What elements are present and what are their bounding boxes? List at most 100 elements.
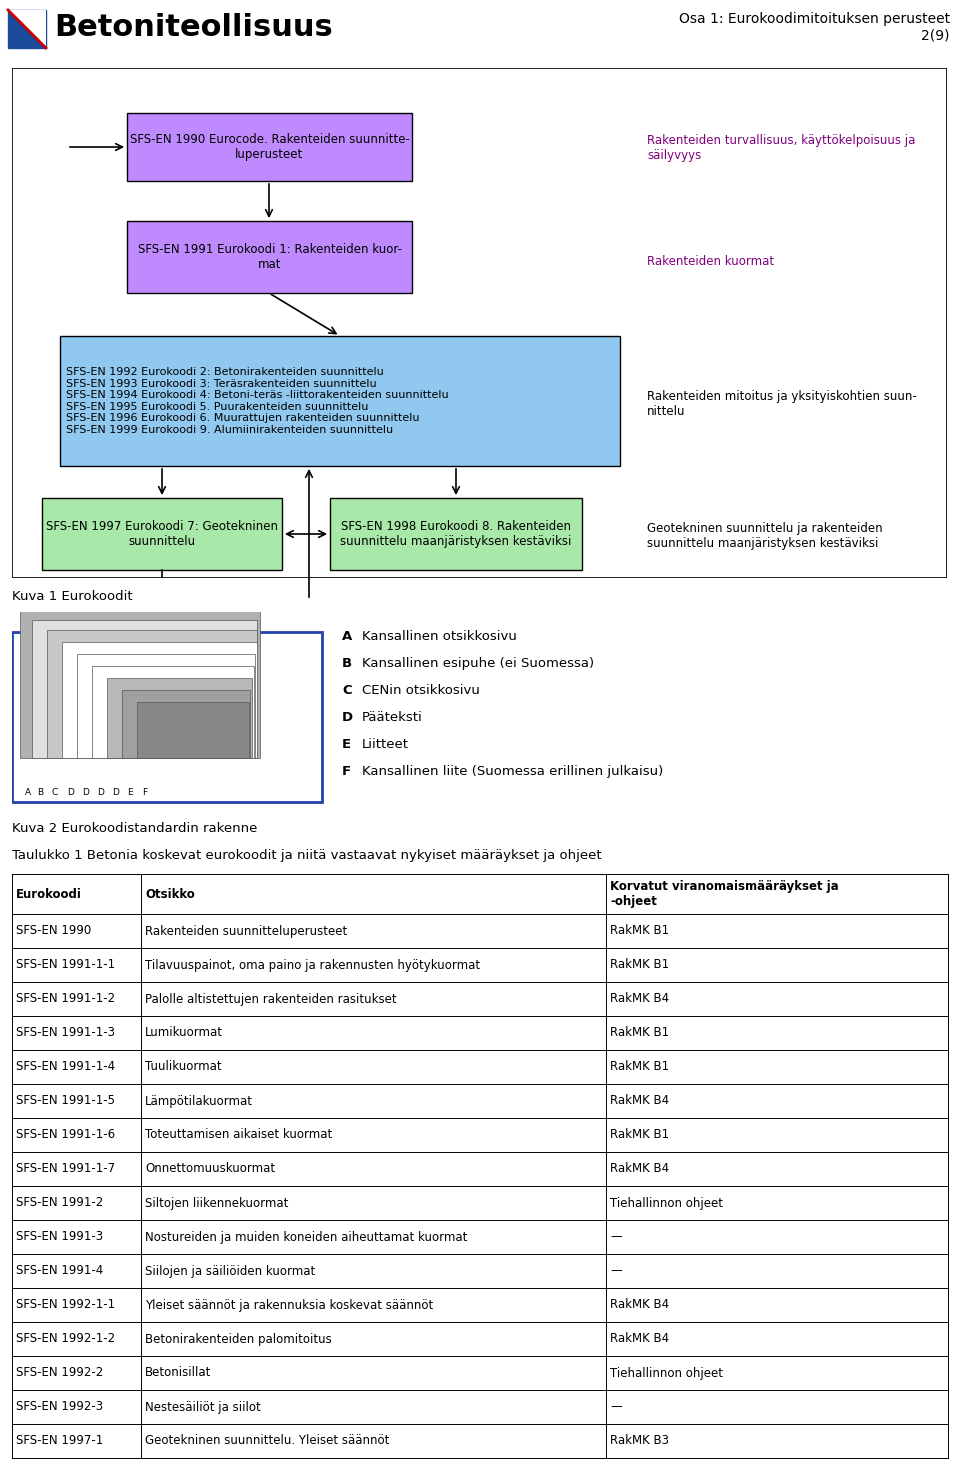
Text: SFS-EN 1991-4: SFS-EN 1991-4 <box>16 1265 104 1278</box>
Text: SFS-EN 1991-1-6: SFS-EN 1991-1-6 <box>16 1128 115 1141</box>
Text: —: — <box>611 1230 622 1243</box>
Bar <box>127 220 412 293</box>
Bar <box>92 665 254 759</box>
Text: Otsikko: Otsikko <box>145 887 195 900</box>
Bar <box>32 620 257 759</box>
Bar <box>12 632 322 802</box>
Text: RakMK B4: RakMK B4 <box>611 1299 669 1312</box>
Text: Tuulikuormat: Tuulikuormat <box>145 1061 222 1074</box>
Bar <box>77 654 255 759</box>
Text: Pääteksti: Pääteksti <box>362 711 422 724</box>
Text: SFS-EN 1991-1-4: SFS-EN 1991-1-4 <box>16 1061 115 1074</box>
Text: Geotekninen suunnittelu. Yleiset säännöt: Geotekninen suunnittelu. Yleiset säännöt <box>145 1434 390 1447</box>
Polygon shape <box>8 10 46 48</box>
Text: Palolle altistettujen rakenteiden rasitukset: Palolle altistettujen rakenteiden rasitu… <box>145 992 396 1005</box>
Text: B: B <box>342 657 352 670</box>
Text: SFS-EN 1991-2: SFS-EN 1991-2 <box>16 1196 104 1210</box>
Text: E: E <box>127 788 132 797</box>
Text: Taulukko 1 Betonia koskevat eurokoodit ja niitä vastaavat nykyiset määräykset ja: Taulukko 1 Betonia koskevat eurokoodit j… <box>12 849 602 862</box>
Bar <box>8 10 46 48</box>
Text: CENin otsikkosivu: CENin otsikkosivu <box>362 684 480 697</box>
Text: C: C <box>342 684 351 697</box>
Text: SFS-EN 1990 Eurocode. Rakenteiden suunnitte-
luperusteet: SFS-EN 1990 Eurocode. Rakenteiden suunni… <box>130 133 409 160</box>
Text: A: A <box>342 630 352 643</box>
Text: —: — <box>611 1265 622 1278</box>
Text: RakMK B4: RakMK B4 <box>611 1094 669 1107</box>
Text: Kuva 2 Eurokoodistandardin rakenne: Kuva 2 Eurokoodistandardin rakenne <box>12 821 257 835</box>
Bar <box>137 702 249 759</box>
Text: Siilojen ja säiliöiden kuormat: Siilojen ja säiliöiden kuormat <box>145 1265 316 1278</box>
Bar <box>330 498 582 570</box>
Text: Kansallinen otsikkosivu: Kansallinen otsikkosivu <box>362 630 516 643</box>
Bar <box>20 610 260 759</box>
Text: SFS-EN 1991-1-1: SFS-EN 1991-1-1 <box>16 959 115 972</box>
Text: SFS-EN 1992-3: SFS-EN 1992-3 <box>16 1401 103 1414</box>
Text: SFS-EN 1992-1-1: SFS-EN 1992-1-1 <box>16 1299 115 1312</box>
Text: SFS-EN 1992-1-2: SFS-EN 1992-1-2 <box>16 1332 115 1345</box>
Text: B: B <box>37 788 43 797</box>
Text: RakMK B1: RakMK B1 <box>611 925 669 938</box>
Text: RakMK B1: RakMK B1 <box>611 1061 669 1074</box>
Text: SFS-EN 1990: SFS-EN 1990 <box>16 925 91 938</box>
Text: Rakenteiden mitoitus ja yksityiskohtien suun-
nittelu: Rakenteiden mitoitus ja yksityiskohtien … <box>647 390 917 417</box>
Text: RakMK B1: RakMK B1 <box>611 959 669 972</box>
Text: SFS-EN 1998 Eurokoodi 8. Rakenteiden
suunnittelu maanjäristyksen kestäviksi: SFS-EN 1998 Eurokoodi 8. Rakenteiden suu… <box>340 519 572 549</box>
Text: Toteuttamisen aikaiset kuormat: Toteuttamisen aikaiset kuormat <box>145 1128 332 1141</box>
Text: Geotekninen suunnittelu ja rakenteiden
suunnittelu maanjäristyksen kestäviksi: Geotekninen suunnittelu ja rakenteiden s… <box>647 522 882 550</box>
Text: Tilavuuspainot, oma paino ja rakennusten hyötykuormat: Tilavuuspainot, oma paino ja rakennusten… <box>145 959 480 972</box>
Text: SFS-EN 1991-1-5: SFS-EN 1991-1-5 <box>16 1094 115 1107</box>
Text: D: D <box>97 788 104 797</box>
Text: SFS-EN 1991-1-3: SFS-EN 1991-1-3 <box>16 1027 115 1039</box>
Text: SFS-EN 1997 Eurokoodi 7: Geotekninen
suunnittelu: SFS-EN 1997 Eurokoodi 7: Geotekninen suu… <box>46 519 278 549</box>
Text: Nestesäiliöt ja siilot: Nestesäiliöt ja siilot <box>145 1401 261 1414</box>
Text: E: E <box>342 738 351 751</box>
Bar <box>122 690 250 759</box>
Text: Rakenteiden kuormat: Rakenteiden kuormat <box>647 254 774 267</box>
Text: D: D <box>82 788 89 797</box>
Text: RakMK B1: RakMK B1 <box>611 1027 669 1039</box>
Text: Siltojen liikennekuormat: Siltojen liikennekuormat <box>145 1196 289 1210</box>
Text: Onnettomuuskuormat: Onnettomuuskuormat <box>145 1163 276 1176</box>
Text: Nostureiden ja muiden koneiden aiheuttamat kuormat: Nostureiden ja muiden koneiden aiheuttam… <box>145 1230 468 1243</box>
Text: Eurokoodi: Eurokoodi <box>16 887 82 900</box>
Bar <box>42 498 282 570</box>
Text: RakMK B4: RakMK B4 <box>611 1332 669 1345</box>
Bar <box>60 336 620 465</box>
Text: SFS-EN 1991-3: SFS-EN 1991-3 <box>16 1230 103 1243</box>
Text: Lämpötilakuormat: Lämpötilakuormat <box>145 1094 253 1107</box>
Text: SFS-EN 1991-1-2: SFS-EN 1991-1-2 <box>16 992 115 1005</box>
Text: SFS-EN 1991 Eurokoodi 1: Rakenteiden kuor-
mat: SFS-EN 1991 Eurokoodi 1: Rakenteiden kuo… <box>137 244 401 271</box>
Text: —: — <box>611 1401 622 1414</box>
Text: Rakenteiden turvallisuus, käyttökelpoisuus ja
säilyvyys: Rakenteiden turvallisuus, käyttökelpoisu… <box>647 134 916 162</box>
Text: Tiehallinnon ohjeet: Tiehallinnon ohjeet <box>611 1367 724 1380</box>
Text: D: D <box>342 711 353 724</box>
Bar <box>62 642 257 759</box>
Text: Tiehallinnon ohjeet: Tiehallinnon ohjeet <box>611 1196 724 1210</box>
Text: RakMK B4: RakMK B4 <box>611 992 669 1005</box>
Text: F: F <box>342 765 351 778</box>
Bar <box>47 630 257 759</box>
Text: Osa 1: Eurokoodimitoituksen perusteet
2(9): Osa 1: Eurokoodimitoituksen perusteet 2(… <box>679 12 950 42</box>
Text: RakMK B1: RakMK B1 <box>611 1128 669 1141</box>
Text: SFS-EN 1992 Eurokoodi 2: Betonirakenteiden suunnittelu
SFS-EN 1993 Eurokoodi 3: : SFS-EN 1992 Eurokoodi 2: Betonirakenteid… <box>66 368 448 435</box>
Text: Lumikuormat: Lumikuormat <box>145 1027 223 1039</box>
Text: Betoniteollisuus: Betoniteollisuus <box>54 13 333 42</box>
Text: Betonirakenteiden palomitoitus: Betonirakenteiden palomitoitus <box>145 1332 332 1345</box>
Text: Kuva 1 Eurokoodit: Kuva 1 Eurokoodit <box>12 589 132 603</box>
Bar <box>127 112 412 181</box>
Text: SFS-EN 1992-2: SFS-EN 1992-2 <box>16 1367 104 1380</box>
Text: F: F <box>142 788 147 797</box>
Text: Yleiset säännöt ja rakennuksia koskevat säännöt: Yleiset säännöt ja rakennuksia koskevat … <box>145 1299 433 1312</box>
Text: Rakenteiden suunnitteluperusteet: Rakenteiden suunnitteluperusteet <box>145 925 348 938</box>
Bar <box>107 678 252 759</box>
Text: SFS-EN 1997-1: SFS-EN 1997-1 <box>16 1434 104 1447</box>
Text: SFS-EN 1991-1-7: SFS-EN 1991-1-7 <box>16 1163 115 1176</box>
Text: C: C <box>52 788 59 797</box>
Text: D: D <box>112 788 119 797</box>
Text: D: D <box>67 788 74 797</box>
Text: Kansallinen esipuhe (ei Suomessa): Kansallinen esipuhe (ei Suomessa) <box>362 657 594 670</box>
Text: A: A <box>25 788 31 797</box>
Text: RakMK B4: RakMK B4 <box>611 1163 669 1176</box>
Text: Kansallinen liite (Suomessa erillinen julkaisu): Kansallinen liite (Suomessa erillinen ju… <box>362 765 663 778</box>
Text: RakMK B3: RakMK B3 <box>611 1434 669 1447</box>
